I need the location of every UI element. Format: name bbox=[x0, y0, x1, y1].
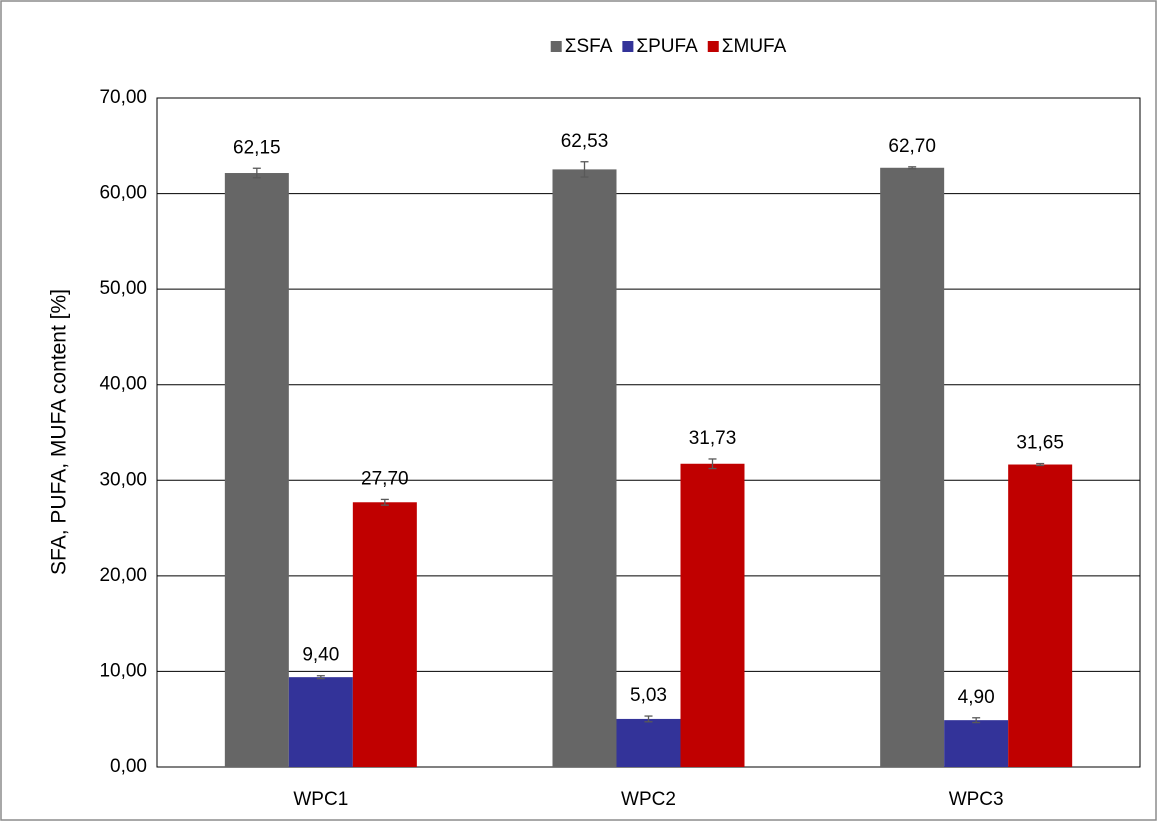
data-label: 62,70 bbox=[888, 136, 936, 157]
data-label: 31,73 bbox=[689, 428, 737, 449]
error-bar bbox=[316, 675, 325, 680]
error-bar bbox=[580, 161, 589, 178]
y-tick-label: 60,00 bbox=[99, 183, 147, 204]
bar bbox=[224, 173, 289, 768]
bar bbox=[680, 463, 745, 767]
error-bar bbox=[380, 498, 389, 506]
legend-label: ΣPUFA bbox=[636, 36, 698, 57]
bar bbox=[616, 718, 681, 767]
y-tick-label: 20,00 bbox=[99, 565, 147, 586]
data-label: 4,90 bbox=[958, 687, 995, 708]
bar bbox=[1008, 464, 1073, 767]
bar bbox=[552, 169, 617, 768]
y-tick-label: 50,00 bbox=[99, 278, 147, 299]
x-tick-label: WPC2 bbox=[621, 789, 676, 810]
error-bar bbox=[972, 717, 981, 724]
data-label: 9,40 bbox=[302, 645, 339, 666]
y-tick-label: 70,00 bbox=[99, 87, 147, 108]
data-label: 27,70 bbox=[361, 468, 409, 489]
x-tick-label: WPC1 bbox=[293, 789, 348, 810]
legend-label: ΣSFA bbox=[565, 36, 613, 57]
data-label: 62,15 bbox=[233, 137, 281, 158]
error-bar bbox=[908, 166, 917, 170]
y-tick-label: 40,00 bbox=[99, 374, 147, 395]
bar bbox=[880, 167, 945, 767]
bar bbox=[288, 677, 353, 767]
data-label: 31,65 bbox=[1016, 433, 1064, 454]
bar bbox=[352, 502, 417, 767]
bar bbox=[944, 720, 1009, 767]
data-label: 62,53 bbox=[561, 131, 609, 152]
y-axis-label: SFA, PUFA, MUFA content [%] bbox=[48, 289, 71, 575]
y-tick-label: 10,00 bbox=[99, 660, 147, 681]
legend-swatch bbox=[707, 41, 719, 52]
error-bar bbox=[708, 458, 717, 470]
x-tick-label: WPC3 bbox=[949, 789, 1004, 810]
y-tick-label: 30,00 bbox=[99, 469, 147, 490]
error-bar bbox=[644, 715, 653, 723]
error-bar bbox=[252, 167, 261, 179]
legend-swatch bbox=[622, 41, 634, 52]
y-tick-label: 0,00 bbox=[110, 756, 147, 777]
legend-swatch bbox=[550, 41, 562, 52]
error-bar bbox=[1036, 462, 1045, 467]
data-label: 5,03 bbox=[630, 685, 667, 706]
legend-label: ΣMUFA bbox=[722, 36, 787, 57]
